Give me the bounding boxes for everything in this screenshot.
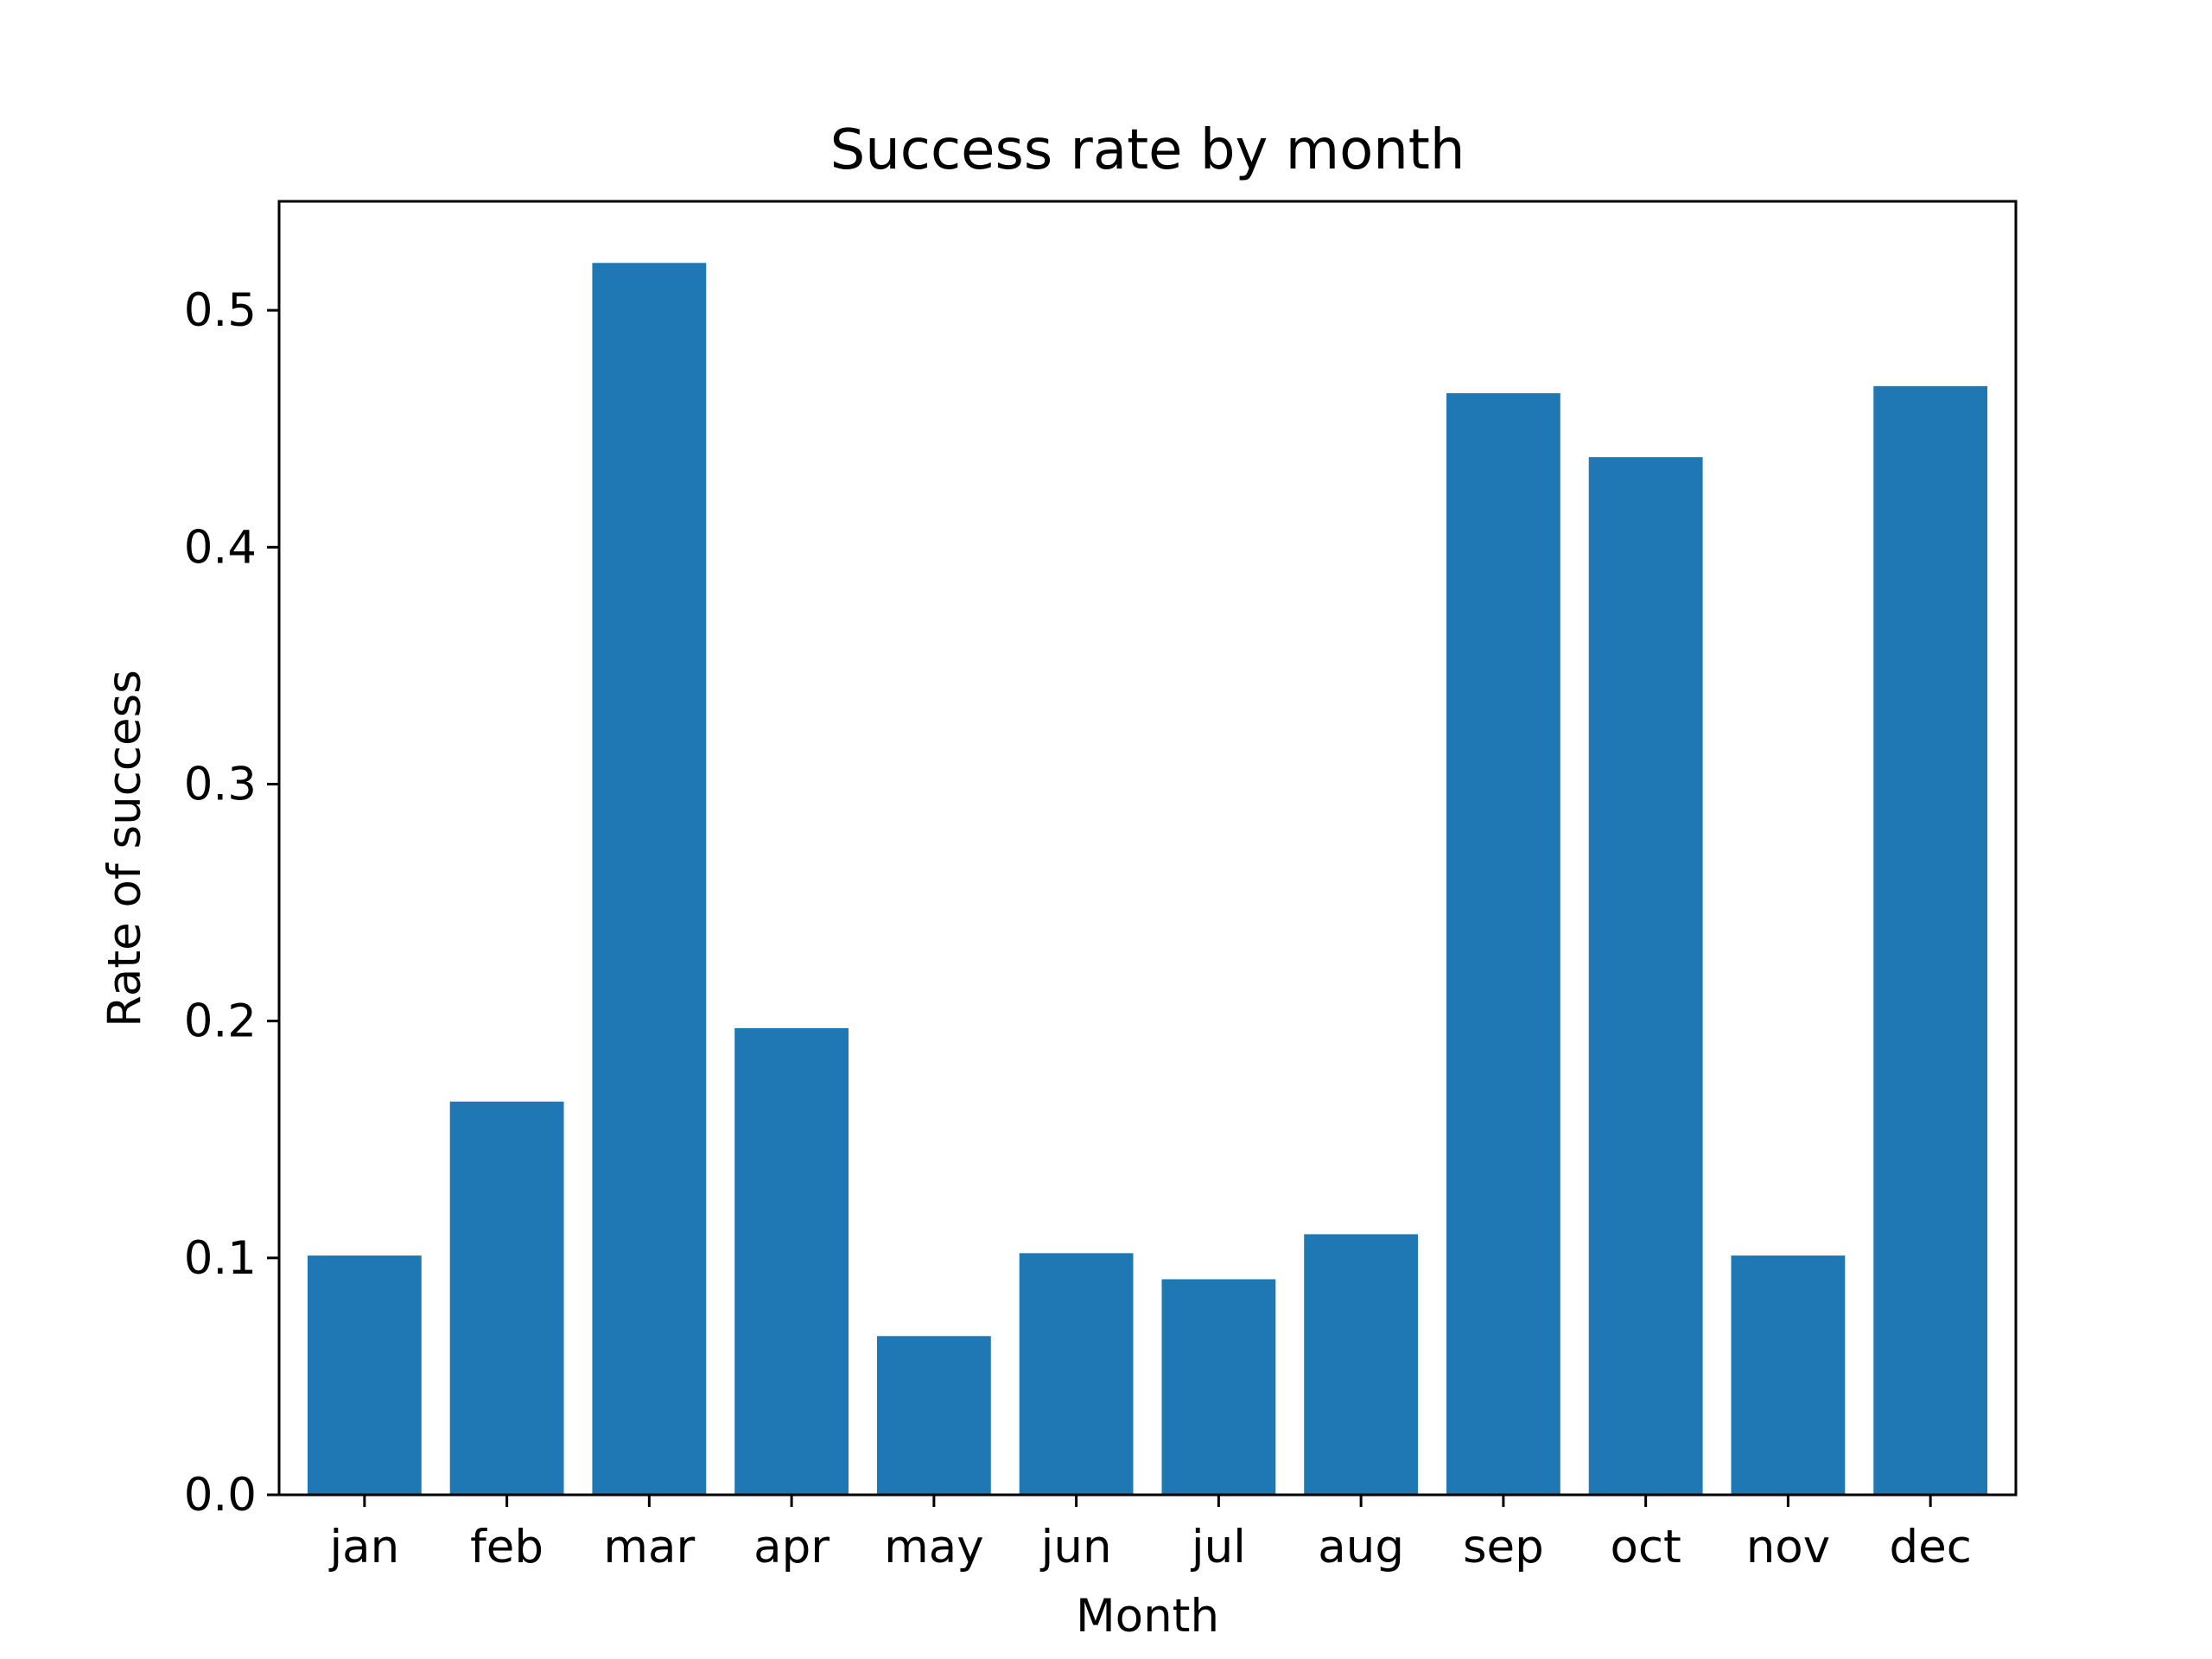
- x-axis-title: Month: [1076, 1590, 1219, 1643]
- x-tick-label-mar: mar: [603, 1521, 695, 1573]
- bar-nov: [1731, 1255, 1846, 1495]
- bar-mar: [592, 263, 707, 1496]
- bar-aug: [1304, 1234, 1419, 1495]
- y-tick-label: 0.5: [184, 284, 257, 337]
- x-tick-label-jan: jan: [328, 1521, 399, 1573]
- chart-title: Success rate by month: [830, 118, 1465, 182]
- x-tick-label-nov: nov: [1746, 1521, 1830, 1573]
- x-tick-label-aug: aug: [1318, 1521, 1404, 1573]
- x-tick-label-sep: sep: [1463, 1521, 1544, 1573]
- x-tick-label-jun: jun: [1040, 1521, 1112, 1573]
- plot-frame: [277, 200, 2018, 1497]
- bars-group: [307, 263, 1988, 1496]
- x-axis-ticks: jan feb mar apr may jun jul aug sep oct nov dec: [328, 1495, 1972, 1573]
- bar-apr: [734, 1027, 849, 1495]
- bar-dec: [1873, 385, 1988, 1495]
- y-tick-label: 0.2: [184, 995, 257, 1048]
- y-axis-ticks: 0.0 0.1 0.2 0.3 0.4 0.5: [184, 284, 279, 1522]
- bar-jun: [1019, 1253, 1134, 1495]
- y-tick-label: 0.3: [184, 758, 257, 810]
- bar-jan: [307, 1255, 422, 1495]
- x-tick-label-apr: apr: [753, 1521, 830, 1573]
- bar-oct: [1588, 457, 1703, 1495]
- x-tick-label-feb: feb: [470, 1521, 543, 1573]
- bar-may: [876, 1336, 991, 1495]
- bar-feb: [449, 1101, 564, 1495]
- x-tick-label-jul: jul: [1191, 1521, 1246, 1573]
- bar-jul: [1161, 1279, 1276, 1495]
- y-axis-title: Rate of success: [99, 670, 151, 1027]
- y-tick-label: 0.1: [184, 1232, 257, 1285]
- bar-sep: [1446, 393, 1560, 1496]
- y-tick-label: 0.0: [184, 1469, 257, 1522]
- x-tick-label-oct: oct: [1610, 1521, 1681, 1573]
- x-tick-label-dec: dec: [1889, 1521, 1971, 1573]
- y-tick-label: 0.4: [184, 521, 257, 574]
- x-tick-label-may: may: [884, 1521, 983, 1573]
